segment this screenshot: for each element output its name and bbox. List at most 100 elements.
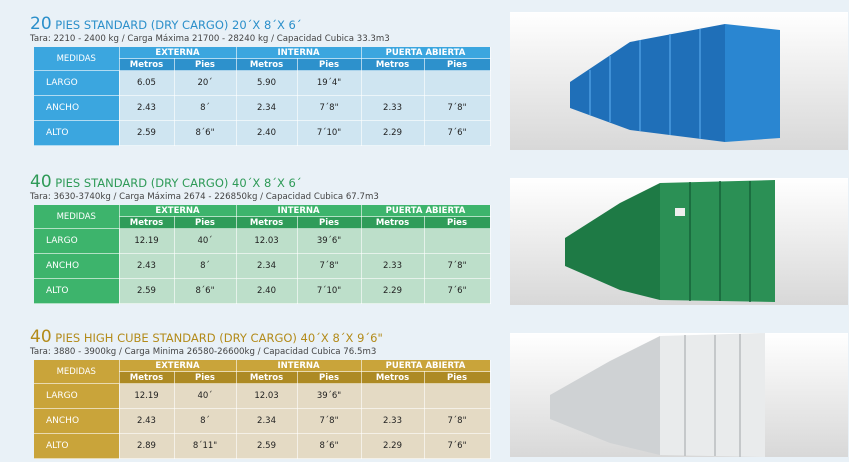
cell: 2.59 bbox=[119, 120, 175, 146]
cell: 7´10" bbox=[297, 120, 362, 146]
cell: 2.34 bbox=[236, 408, 298, 434]
cell: 2.43 bbox=[119, 408, 175, 434]
cell: 12.19 bbox=[119, 228, 175, 254]
unit-header: Metros bbox=[236, 58, 298, 71]
unit-header: Pies bbox=[297, 216, 362, 229]
section-title: 40 PIES HIGH CUBE STANDARD (DRY CARGO) 4… bbox=[30, 327, 500, 347]
cell: 2.43 bbox=[119, 253, 175, 279]
group-header: EXTERNA bbox=[119, 205, 237, 217]
row-label: LARGO bbox=[34, 70, 120, 96]
cell: 2.40 bbox=[236, 278, 298, 304]
row-label: ALTO bbox=[34, 278, 120, 304]
cell: 2.33 bbox=[361, 95, 425, 121]
data-row: ALTO 2.59 8´6" 2.40 7´10" 2.29 7´6" bbox=[34, 278, 491, 304]
cell: 2.34 bbox=[236, 95, 298, 121]
empty-cell bbox=[424, 228, 491, 254]
row-label: ANCHO bbox=[34, 408, 120, 434]
group-header: EXTERNA bbox=[119, 47, 237, 59]
empty-cell bbox=[424, 70, 491, 96]
unit-header: Metros bbox=[361, 371, 425, 384]
cell: 12.03 bbox=[236, 383, 298, 409]
cell: 7´8" bbox=[297, 408, 362, 434]
group-header: PUERTA ABIERTA bbox=[361, 205, 491, 217]
unit-header: Pies bbox=[174, 58, 237, 71]
unit-header: Metros bbox=[119, 371, 175, 384]
cell: 39´6" bbox=[297, 228, 362, 254]
cell: 2.34 bbox=[236, 253, 298, 279]
header-row: MEDIDAS EXTERNA INTERNA PUERTA ABIERTA bbox=[34, 47, 491, 71]
unit-header: Metros bbox=[236, 371, 298, 384]
unit-header: Pies bbox=[424, 371, 491, 384]
cell: 2.59 bbox=[236, 433, 298, 459]
section-title: 20 PIES STANDARD (DRY CARGO) 20´X 8´X 6´ bbox=[30, 14, 500, 34]
unit-header: Pies bbox=[174, 371, 237, 384]
header-row: MEDIDAS EXTERNA INTERNA PUERTA ABIERTA bbox=[34, 205, 491, 229]
data-row: LARGO 12.19 40´ 12.03 39´6" bbox=[34, 383, 491, 409]
cell: 7´8" bbox=[424, 253, 491, 279]
group-header: PUERTA ABIERTA bbox=[361, 360, 491, 372]
cell: 2.29 bbox=[361, 120, 425, 146]
data-row: ALTO 2.89 8´11" 2.59 8´6" 2.29 7´6" bbox=[34, 433, 491, 459]
empty-cell bbox=[424, 383, 491, 409]
empty-cell bbox=[361, 383, 425, 409]
unit-header: Pies bbox=[424, 216, 491, 229]
cell: 40´ bbox=[174, 228, 237, 254]
spec-table: MEDIDAS EXTERNA INTERNA PUERTA ABIERTA Metro… bbox=[34, 47, 491, 146]
empty-cell bbox=[361, 70, 425, 96]
unit-header: Pies bbox=[297, 58, 362, 71]
data-row: ANCHO 2.43 8´ 2.34 7´8" 2.33 7´8" bbox=[34, 253, 491, 279]
data-row: ALTO 2.59 8´6" 2.40 7´10" 2.29 7´6" bbox=[34, 120, 491, 146]
cell: 12.19 bbox=[119, 383, 175, 409]
data-row: ANCHO 2.43 8´ 2.34 7´8" 2.33 7´8" bbox=[34, 408, 491, 434]
cell: 40´ bbox=[174, 383, 237, 409]
cell: 7´6" bbox=[424, 433, 491, 459]
corner-header: MEDIDAS bbox=[34, 205, 120, 229]
group-header: EXTERNA bbox=[119, 360, 237, 372]
cell: 6.05 bbox=[119, 70, 175, 96]
group-header: INTERNA bbox=[236, 47, 362, 59]
cell: 8´11" bbox=[174, 433, 237, 459]
cell: 7´6" bbox=[424, 120, 491, 146]
cell: 7´8" bbox=[297, 95, 362, 121]
cell: 8´ bbox=[174, 253, 237, 279]
cell: 7´8" bbox=[424, 95, 491, 121]
unit-header: Metros bbox=[236, 216, 298, 229]
cell: 2.43 bbox=[119, 95, 175, 121]
unit-row: Metros Pies Metros Pies Metros Pies bbox=[34, 216, 491, 229]
cell: 8´ bbox=[174, 95, 237, 121]
cell: 8´ bbox=[174, 408, 237, 434]
corner-header: MEDIDAS bbox=[34, 360, 120, 384]
title-number: 20 bbox=[30, 14, 52, 34]
spec-table: MEDIDAS EXTERNA INTERNA PUERTA ABIERTA Metro… bbox=[34, 205, 491, 304]
spec-table: MEDIDAS EXTERNA INTERNA PUERTA ABIERTA Metro… bbox=[34, 360, 491, 459]
cell: 20´ bbox=[174, 70, 237, 96]
unit-row: Metros Pies Metros Pies Metros Pies bbox=[34, 371, 491, 384]
row-label: LARGO bbox=[34, 228, 120, 254]
section: 40 PIES HIGH CUBE STANDARD (DRY CARGO) 4… bbox=[30, 327, 500, 459]
cell: 8´6" bbox=[297, 433, 362, 459]
section-title: 40 PIES STANDARD (DRY CARGO) 40´X 8´X 6´ bbox=[30, 172, 500, 192]
row-label: ALTO bbox=[34, 433, 120, 459]
empty-cell bbox=[361, 228, 425, 254]
title-number: 40 bbox=[30, 327, 52, 347]
cell: 8´6" bbox=[174, 278, 237, 304]
subtitle: Tara: 2210 - 2400 kg / Carga Máxima 2170… bbox=[30, 34, 390, 44]
title-text: PIES STANDARD (DRY CARGO) 40´X 8´X 6´ bbox=[55, 176, 302, 190]
container-photo bbox=[510, 333, 848, 457]
cell: 19´4" bbox=[297, 70, 362, 96]
cell: 7´8" bbox=[297, 253, 362, 279]
unit-header: Metros bbox=[361, 216, 425, 229]
unit-header: Pies bbox=[297, 371, 362, 384]
title-number: 40 bbox=[30, 172, 52, 192]
section: 20 PIES STANDARD (DRY CARGO) 20´X 8´X 6´… bbox=[30, 14, 500, 146]
section: 40 PIES STANDARD (DRY CARGO) 40´X 8´X 6´… bbox=[30, 172, 500, 304]
container-photo bbox=[510, 12, 848, 150]
cell: 2.40 bbox=[236, 120, 298, 146]
cell: 12.03 bbox=[236, 228, 298, 254]
group-header: INTERNA bbox=[236, 360, 362, 372]
row-label: ANCHO bbox=[34, 95, 120, 121]
unit-header: Pies bbox=[424, 58, 491, 71]
corner-header: MEDIDAS bbox=[34, 47, 120, 71]
row-label: ALTO bbox=[34, 120, 120, 146]
unit-row: Metros Pies Metros Pies Metros Pies bbox=[34, 58, 491, 71]
